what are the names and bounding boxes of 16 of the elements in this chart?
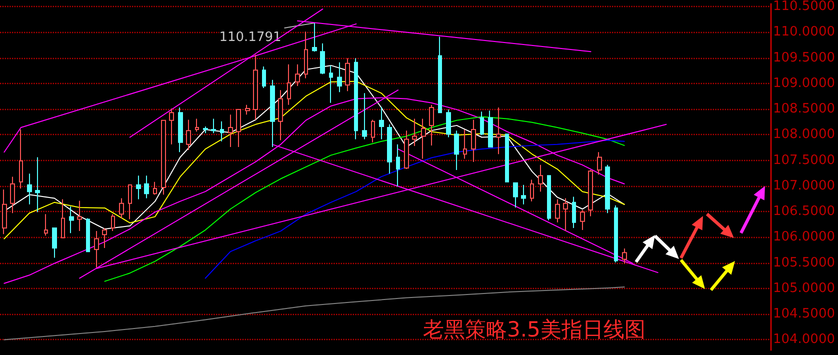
y-tick-label: 104.5000 [772,306,835,322]
y-tick-label: 110.5000 [772,0,835,14]
y-tick-label: 109.5000 [772,50,835,66]
y-tick-label: 108.5000 [772,102,835,117]
y-tick-label: 110.0000 [772,24,835,40]
annotation: 110.1791 [219,30,282,45]
y-tick-label: 105.0000 [772,280,835,296]
y-tick-label: 104.0000 [772,332,835,348]
y-tick-label: 108.0000 [772,127,835,142]
y-tick-label: 107.5000 [772,152,835,168]
y-tick-label: 107.0000 [772,178,835,194]
y-tick-label: 105.5000 [772,255,835,270]
y-tick-label: 106.0000 [772,230,835,245]
text: 老黑策略3.5美指日线图 [423,318,646,342]
y-tick-label: 109.0000 [772,76,835,91]
y-tick-label: 106.5000 [772,204,835,220]
